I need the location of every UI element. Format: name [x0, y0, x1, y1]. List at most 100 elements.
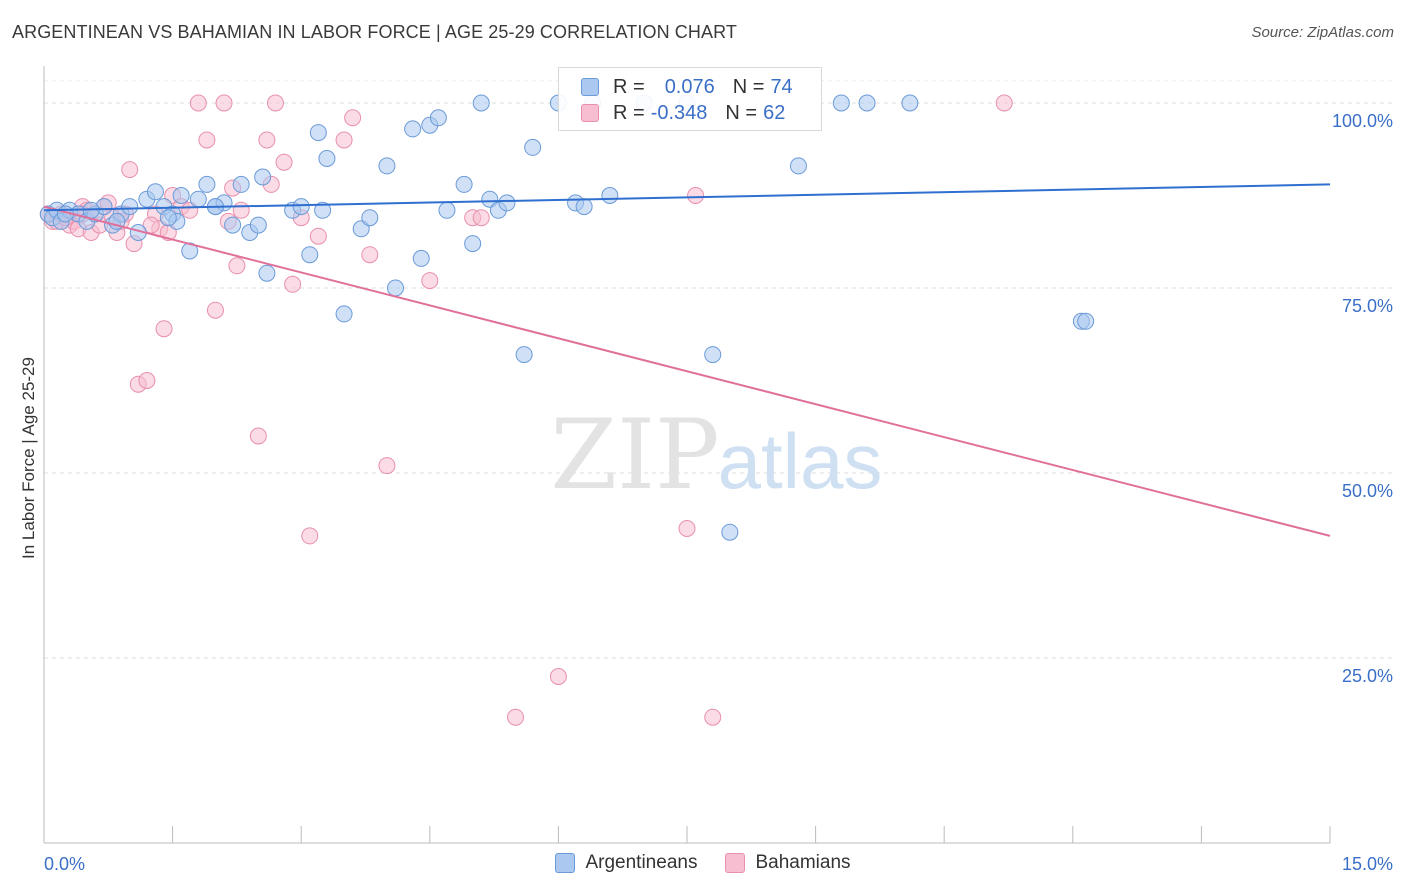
bahamians-point [284, 275, 302, 293]
bahamians-point [421, 272, 439, 290]
legend-row-argentineans: R = 0.076 N = 74 [581, 75, 793, 99]
legend-row-bahamians: R = -0.348 N = 62 [581, 101, 785, 125]
stats-legend: R = 0.076 N = 74 R = -0.348 N = 62 [558, 67, 822, 131]
argentineans-point [335, 305, 353, 323]
legend-n-value: 62 [763, 101, 786, 124]
y-tick-label: 75.0% [1342, 296, 1393, 316]
bahamians-point [995, 94, 1013, 112]
argentineans-trend-line [43, 183, 1331, 212]
x-tick-label: 15.0% [1342, 854, 1393, 874]
argentineans-point [387, 279, 405, 297]
bahamians-point [678, 520, 696, 537]
y-axis-label: In Labor Force | Age 25-29 [19, 357, 38, 559]
argentineans-point [721, 523, 739, 541]
bahamians-point [344, 109, 362, 127]
legend-n-label: N = [725, 101, 758, 124]
legend-r-label: R = [613, 101, 645, 124]
bahamians-point [206, 301, 224, 319]
x-tick-label: 0.0% [44, 854, 85, 874]
bahamians-point [266, 94, 284, 112]
watermark-zip: ZIP [550, 399, 719, 511]
bahamians-point [301, 527, 319, 545]
argentineans-point [1077, 312, 1095, 330]
bahamians-point [361, 246, 379, 264]
argentineans-point [189, 190, 207, 208]
argentineans-point [455, 175, 473, 193]
argentineans-point [858, 94, 876, 112]
legend-swatch-argentineans [581, 78, 599, 96]
bahamians-point [189, 94, 207, 112]
legend-swatch-argentineans [555, 853, 576, 873]
argentineans-point [404, 120, 422, 138]
bahamians-point [549, 668, 567, 685]
series-legend: Argentineans Bahamians [0, 852, 1406, 874]
argentineans-point [254, 168, 272, 186]
y-tick-label: 25.0% [1342, 666, 1393, 686]
argentineans-point [309, 124, 327, 142]
argentineans-point [292, 198, 310, 216]
legend-n-label: N = [732, 75, 765, 98]
legend-swatch-bahamians [581, 104, 599, 122]
bahamians-point [309, 227, 327, 245]
legend-r-value: -0.348 [650, 101, 708, 124]
axes [43, 66, 1331, 844]
argentineans-point [789, 157, 807, 175]
argentineans-point [704, 346, 722, 364]
legend-item-argentineans: Argentineans [555, 852, 697, 874]
bahamians-point [258, 131, 276, 149]
argentineans-point [224, 216, 242, 234]
legend-item-bahamians: Bahamians [725, 852, 851, 874]
argentineans-point [524, 138, 542, 156]
argentineans-point [438, 201, 456, 219]
legend-r-label: R = [613, 75, 645, 98]
bahamians-point [687, 187, 705, 204]
bahamians-point [472, 209, 490, 227]
argentineans-point [601, 187, 619, 204]
argentineans-point [121, 198, 139, 216]
bahamians-point [215, 94, 233, 112]
watermark-atlas: atlas [718, 417, 883, 505]
bahamians-point [232, 201, 250, 219]
argentineans-point [832, 94, 850, 112]
argentineans-point [318, 150, 336, 167]
y-tick-label: 100.0% [1332, 111, 1393, 131]
bahamians-point [198, 131, 216, 149]
legend-r-value: 0.076 [664, 75, 715, 98]
argentineans-point [314, 201, 332, 219]
argentineans-point [232, 175, 250, 193]
bahamians-point [121, 161, 139, 179]
argentineans-point [515, 346, 533, 364]
bahamians-point [249, 427, 267, 445]
argentineans-point [901, 94, 919, 112]
bahamians-point [228, 257, 246, 275]
grid-lines [44, 80, 1392, 659]
chart-title: ARGENTINEAN VS BAHAMIAN IN LABOR FORCE |… [12, 22, 737, 42]
legend-swatch-bahamians [725, 853, 746, 873]
argentineans-point [146, 183, 164, 201]
bahamians-point [378, 457, 396, 475]
argentineans-point [249, 216, 267, 234]
argentineans-point [498, 194, 516, 212]
source-label: Source: ZipAtlas.com [1251, 24, 1394, 41]
argentineans-point [258, 264, 276, 282]
legend-label-argentineans: Argentineans [585, 852, 698, 873]
argentineans-point [172, 187, 190, 204]
bahamians-trend-line [43, 205, 1331, 537]
bahamians-point [138, 372, 156, 389]
argentineans-point [575, 198, 593, 216]
legend-label-bahamians: Bahamians [755, 852, 851, 873]
argentineans-point [361, 209, 379, 227]
argentineans-point [198, 175, 216, 193]
bahamians-point [275, 153, 293, 171]
argentineans-point [378, 157, 396, 175]
bahamians-point [704, 708, 722, 726]
bahamians-point [155, 320, 173, 338]
trend-lines [43, 183, 1331, 537]
bahamians-point [507, 708, 525, 726]
y-tick-label: 50.0% [1342, 481, 1393, 501]
argentineans-point [464, 235, 482, 253]
argentineans-point [412, 249, 430, 267]
argentineans-point [159, 209, 177, 227]
legend-n-value: 74 [770, 75, 793, 98]
